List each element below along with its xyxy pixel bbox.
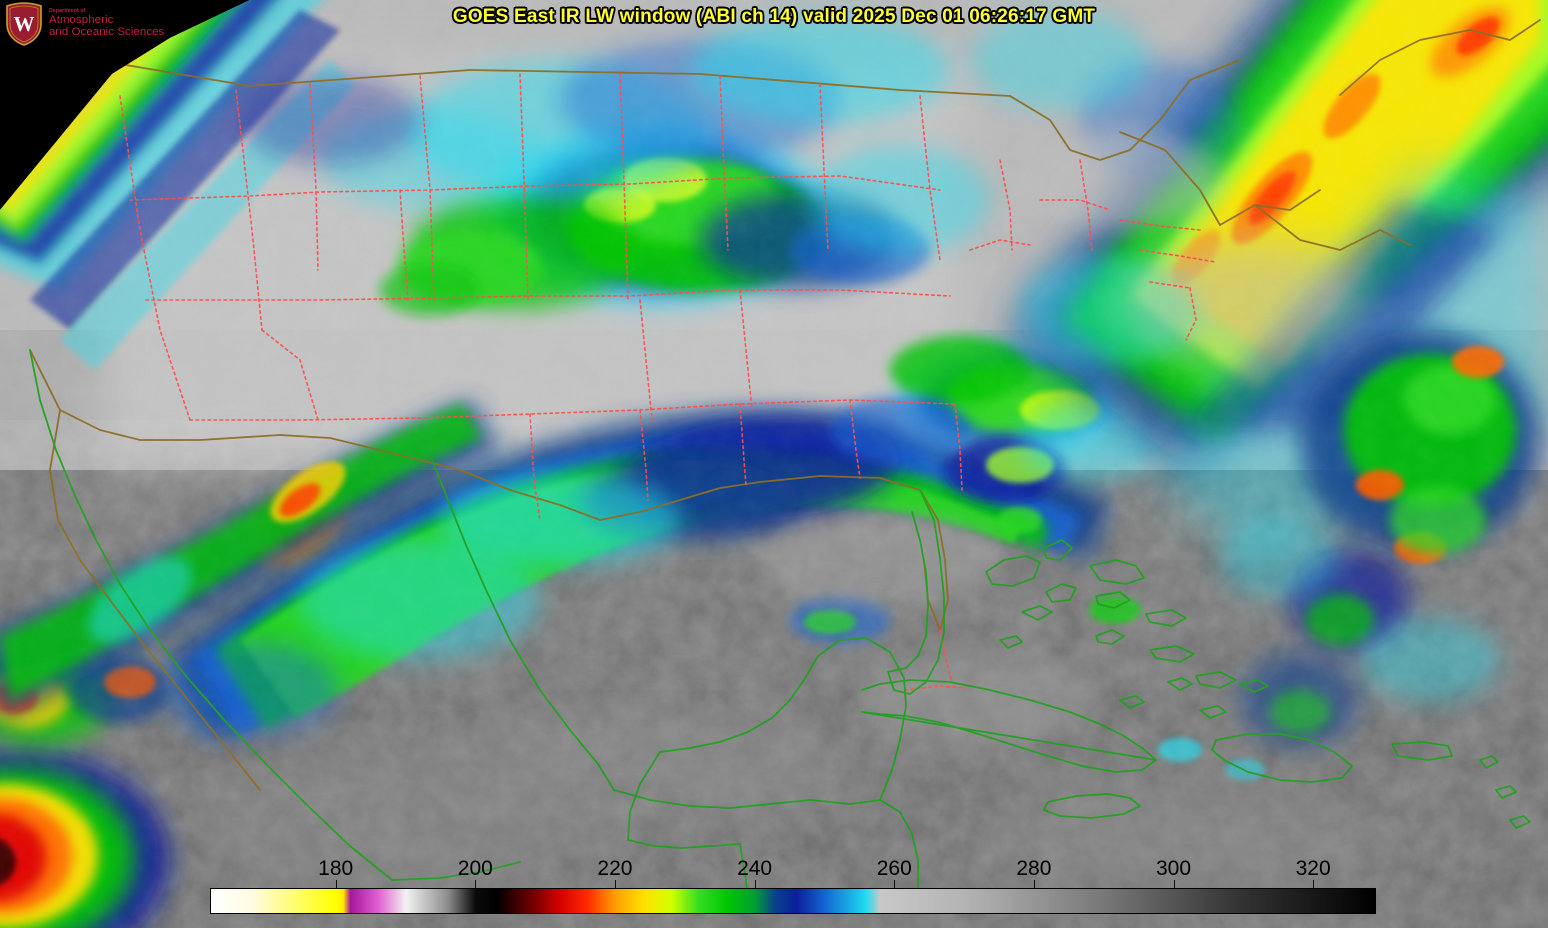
colorbar-tick <box>1313 880 1315 889</box>
colorbar-tick-label: 220 <box>597 857 633 880</box>
colorbar <box>210 888 1376 914</box>
colorbar-tick <box>894 880 896 889</box>
colorbar-tick-label: 300 <box>1155 857 1192 880</box>
colorbar-tick-label: 280 <box>1016 857 1052 880</box>
colorbar-tick <box>614 880 616 889</box>
colorbar-tick-label: 200 <box>457 857 493 880</box>
colorbar-tick-labels: 180 200 220 240 260 280 300 320 <box>0 857 1548 883</box>
colorbar-ticks <box>210 880 1376 889</box>
colorbar-gradient <box>210 888 1376 914</box>
colorbar-tick <box>335 880 337 889</box>
logo-department-line: Department of <box>49 7 86 14</box>
colorbar-tick-label: 260 <box>876 857 912 880</box>
logo-line-1: Atmospheric <box>49 14 114 27</box>
uw-crest-icon: W <box>6 1 42 46</box>
colorbar-tick <box>475 880 477 889</box>
uw-aos-logo: W Department of Atmospheric and Oceanic … <box>0 0 164 47</box>
colorbar-tick <box>754 880 756 889</box>
colorbar-tick <box>1033 880 1035 889</box>
colorbar-tick-label: 180 <box>318 857 354 880</box>
logo-line-2: and Oceanic Sciences <box>49 25 165 38</box>
colorbar-tick-label: 320 <box>1295 857 1331 880</box>
svg-text:W: W <box>14 12 35 36</box>
colorbar-tick-label: 240 <box>737 857 773 880</box>
colorbar-tick <box>1173 880 1175 889</box>
